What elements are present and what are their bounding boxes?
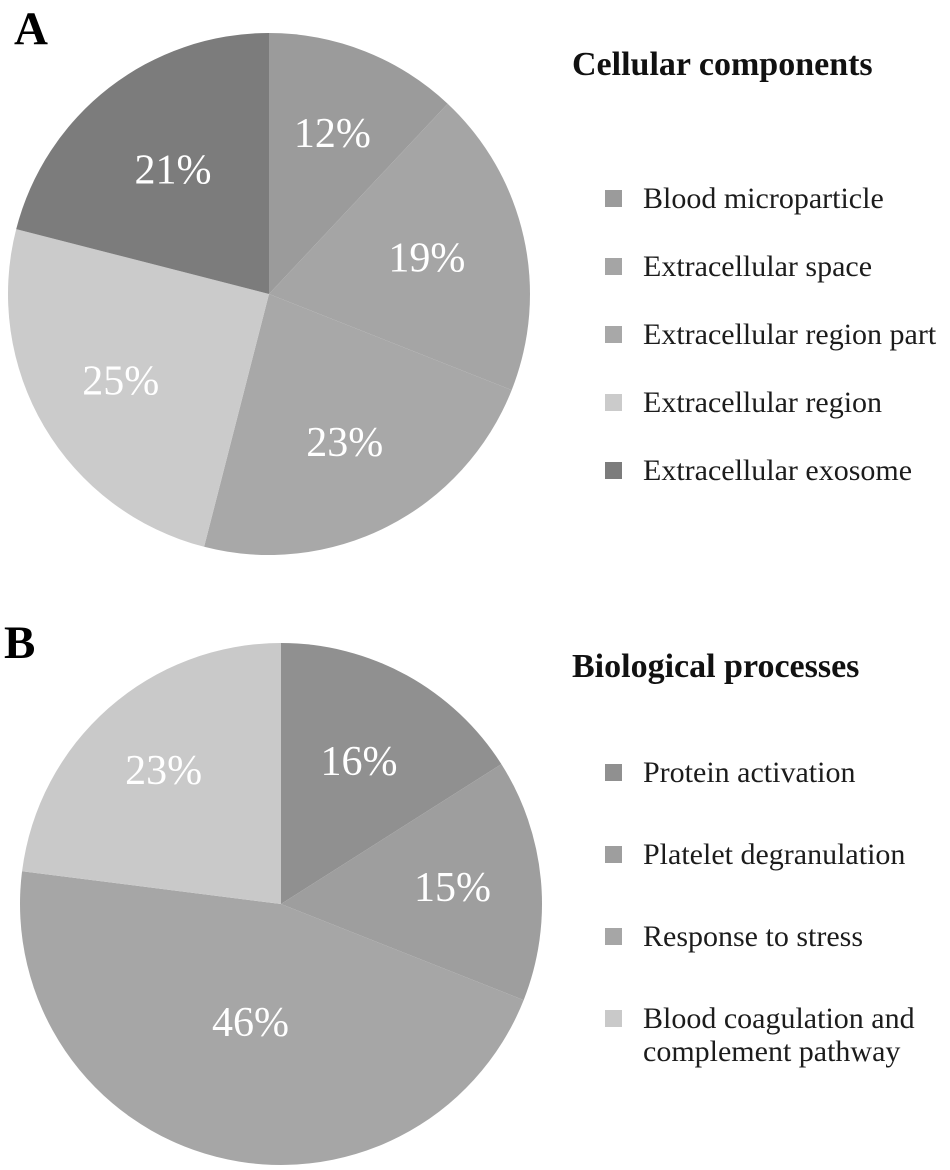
pie-slice bbox=[22, 643, 282, 904]
legend-swatch-icon bbox=[605, 846, 622, 863]
legend-swatch-icon bbox=[605, 764, 622, 781]
slice-percentage-label: 21% bbox=[135, 147, 212, 193]
legend-label: Extracellular region bbox=[643, 386, 883, 419]
slice-percentage-label: 16% bbox=[321, 739, 398, 785]
legend-label: Blood microparticle bbox=[643, 182, 884, 215]
slice-percentage-label: 23% bbox=[306, 420, 383, 466]
legend-item: Platelet degranulation bbox=[605, 838, 950, 871]
slice-percentage-label: 23% bbox=[125, 748, 202, 794]
legend-item: Response to stress bbox=[605, 920, 950, 953]
pie-slice bbox=[20, 871, 524, 1165]
pie-chart-cellular-components: 12% 19% 23% 25% 21% bbox=[7, 32, 530, 555]
slice-percentage-label: 12% bbox=[294, 111, 371, 157]
pie-slice bbox=[7, 229, 270, 547]
legend-swatch-icon bbox=[605, 190, 622, 207]
legend-swatch-icon bbox=[605, 462, 622, 479]
legend-label: Response to stress bbox=[643, 920, 863, 953]
legend-label: Extracellular space bbox=[643, 250, 873, 283]
pie-slice bbox=[269, 103, 530, 391]
legend-item: Protein activation bbox=[605, 756, 950, 789]
slice-percentage-label: 15% bbox=[414, 865, 491, 911]
legend-label: Protein activation bbox=[643, 756, 856, 789]
legend-swatch-icon bbox=[605, 1010, 622, 1027]
pie-chart-biological-processes: 16% 15% 46% 23% bbox=[20, 643, 542, 1165]
legend-label: Platelet degranulation bbox=[643, 838, 906, 871]
slice-percentage-label: 25% bbox=[82, 359, 159, 405]
legend-title-cellular-components: Cellular components bbox=[572, 46, 873, 83]
legend-item: Extracellular region part bbox=[605, 318, 950, 352]
pie-slice bbox=[269, 33, 448, 294]
legend-label: Blood coagulation and complement pathway bbox=[643, 1002, 915, 1068]
legend-item: Blood coagulation and complement pathway bbox=[605, 1002, 950, 1068]
legend-label: Extracellular region part bbox=[643, 318, 937, 351]
pie-slice bbox=[281, 764, 542, 1001]
legend-swatch-icon bbox=[605, 928, 622, 945]
legend-cellular-components: Blood microparticle Extracellular space Ex… bbox=[605, 182, 950, 488]
legend-title-biological-processes: Biological processes bbox=[572, 648, 860, 685]
legend-biological-processes: Protein activation Platelet degranulation… bbox=[605, 756, 950, 1068]
legend-item: Extracellular region bbox=[605, 386, 950, 420]
pie-slice bbox=[16, 32, 270, 294]
legend-label: Extracellular exosome bbox=[643, 454, 913, 487]
legend-swatch-icon bbox=[605, 258, 622, 275]
legend-swatch-icon bbox=[605, 394, 622, 411]
legend-swatch-icon bbox=[605, 326, 622, 343]
slice-percentage-label: 19% bbox=[388, 236, 465, 282]
slice-percentage-label: 46% bbox=[212, 1000, 289, 1046]
legend-item: Extracellular exosome bbox=[605, 454, 950, 488]
panel-a-label: A bbox=[14, 3, 48, 55]
legend-item: Extracellular space bbox=[605, 250, 950, 284]
legend-item: Blood microparticle bbox=[605, 182, 950, 216]
pie-slice bbox=[281, 643, 502, 904]
pie-slice bbox=[204, 294, 512, 555]
panel-b-label: B bbox=[4, 617, 36, 669]
